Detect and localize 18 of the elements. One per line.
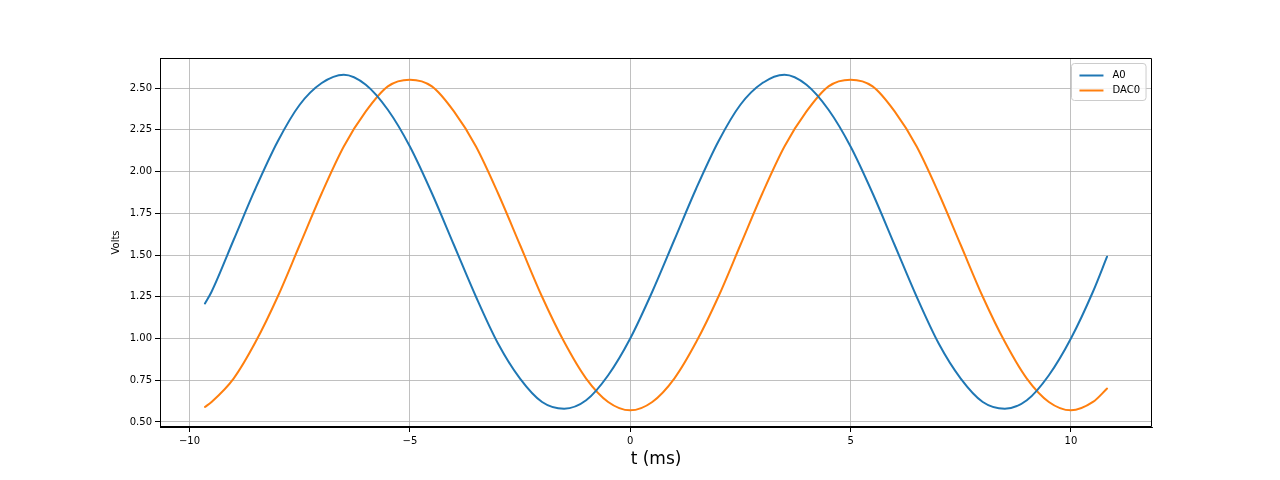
x-axis-title: t (ms) xyxy=(630,448,682,469)
x-tick-label: 5 xyxy=(847,434,854,446)
legend-label: A0 xyxy=(1112,69,1126,81)
x-tick-label: −10 xyxy=(178,434,201,446)
y-tick-label: 1.00 xyxy=(129,332,152,344)
legend-label: DAC0 xyxy=(1112,84,1141,96)
y-tick-label: 2.50 xyxy=(129,81,152,93)
x-tick-label: 10 xyxy=(1064,434,1078,446)
y-tick-label: 0.75 xyxy=(129,373,152,385)
y-tick-label: 1.75 xyxy=(129,206,152,218)
y-tick-label: 0.50 xyxy=(129,415,152,427)
y-tick-label: 2.00 xyxy=(129,165,152,177)
y-tick-label: 2.25 xyxy=(129,123,152,135)
y-tick-label: 1.25 xyxy=(129,290,152,302)
x-tick-label: 0 xyxy=(627,434,634,446)
x-tick-label: −5 xyxy=(402,434,418,446)
y-axis-title: Volts xyxy=(109,230,121,255)
y-tick-label: 1.50 xyxy=(129,248,152,260)
